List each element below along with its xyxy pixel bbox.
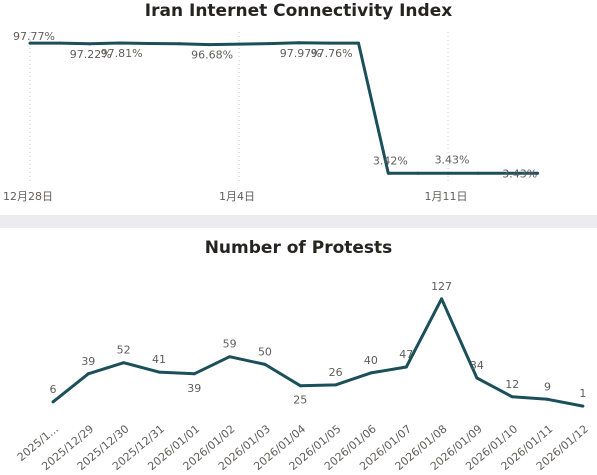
- data-point: [475, 376, 479, 380]
- data-label: 97.22%: [70, 48, 112, 61]
- data-label: 40: [364, 354, 378, 367]
- connectivity-chart-title: Iran Internet Connectivity Index: [144, 1, 453, 21]
- data-label: 39: [187, 382, 201, 395]
- data-point: [416, 171, 420, 175]
- data-point: [228, 355, 232, 359]
- data-point: [506, 171, 510, 175]
- data-label: 52: [117, 344, 131, 357]
- data-point: [536, 171, 540, 175]
- data-label: 3.43%: [502, 167, 537, 180]
- data-point: [51, 400, 55, 404]
- data-label: 97.81%: [101, 47, 143, 60]
- data-point: [546, 397, 550, 401]
- connectivity-chart: 12月28日 1月4日 1月11日 97.77% 97.22%97.81% 96.68% 9…: [3, 30, 540, 203]
- data-point: [267, 42, 271, 46]
- data-label: 25: [293, 394, 307, 407]
- data-point: [237, 42, 241, 46]
- data-label: 1: [579, 387, 586, 400]
- data-point: [446, 171, 450, 175]
- data-label: 6: [50, 383, 57, 396]
- data-point: [263, 362, 267, 366]
- data-label: 9: [544, 380, 551, 393]
- data-label: 3.43%: [435, 153, 470, 166]
- data-point: [122, 361, 126, 365]
- data-point: [440, 297, 444, 301]
- data-point: [28, 41, 32, 45]
- data-point: [157, 370, 161, 374]
- data-point: [298, 384, 302, 388]
- data-label: 97.77%: [13, 30, 55, 43]
- data-point: [118, 41, 122, 45]
- x-tick-label: 12月28日: [3, 190, 53, 203]
- data-point: [192, 372, 196, 376]
- data-point: [404, 365, 408, 369]
- data-point: [334, 383, 338, 387]
- data-label: 12: [505, 378, 519, 391]
- data-label: 59: [223, 338, 237, 351]
- data-point: [327, 41, 331, 45]
- data-label: 96.68%: [191, 49, 233, 62]
- data-point: [147, 41, 151, 45]
- connectivity-panel: Iran Internet Connectivity Index 12月28日 1…: [0, 0, 597, 215]
- data-point: [297, 41, 301, 45]
- data-label: 97.76%: [311, 47, 353, 60]
- protests-series-line: [52, 297, 584, 408]
- data-label: 3.42%: [373, 154, 408, 167]
- x-tick-label: 1月4日: [219, 190, 255, 203]
- data-point: [581, 404, 585, 408]
- data-point: [207, 43, 211, 47]
- data-point: [510, 395, 514, 399]
- data-point: [476, 171, 480, 175]
- data-label: 41: [152, 353, 166, 366]
- data-point: [88, 42, 92, 46]
- data-point: [177, 42, 181, 46]
- data-label: 34: [470, 359, 484, 372]
- data-point: [356, 41, 360, 45]
- data-point: [369, 371, 373, 375]
- data-point: [386, 171, 390, 175]
- x-tick-label: 1月11日: [425, 190, 468, 203]
- connectivity-series-line: [30, 41, 538, 175]
- data-label: 97.97%: [280, 47, 322, 60]
- data-label: 39: [81, 355, 95, 368]
- data-point: [86, 372, 90, 376]
- data-point: [58, 41, 62, 45]
- data-label: 26: [329, 366, 343, 379]
- protests-panel: Number of Protests 6 39 52 41 39 59 50 25 26 40 47…: [0, 228, 597, 475]
- data-label: 47: [399, 348, 413, 361]
- data-label: 127: [431, 280, 452, 293]
- protests-chart-title: Number of Protests: [204, 238, 393, 258]
- data-label: 50: [258, 345, 272, 358]
